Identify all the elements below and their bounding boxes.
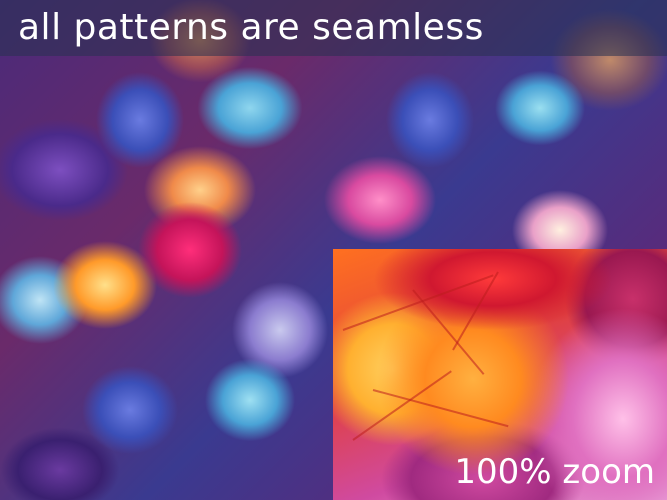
zoom-preview-panel: 100% zoom <box>333 249 667 500</box>
title-banner: all patterns are seamless <box>0 0 667 56</box>
vein-line <box>412 289 485 375</box>
vein-line <box>342 274 494 331</box>
zoom-label: 100% zoom <box>454 452 655 492</box>
vein-line <box>452 271 499 351</box>
banner-title: all patterns are seamless <box>18 7 484 48</box>
vein-line <box>372 389 509 428</box>
